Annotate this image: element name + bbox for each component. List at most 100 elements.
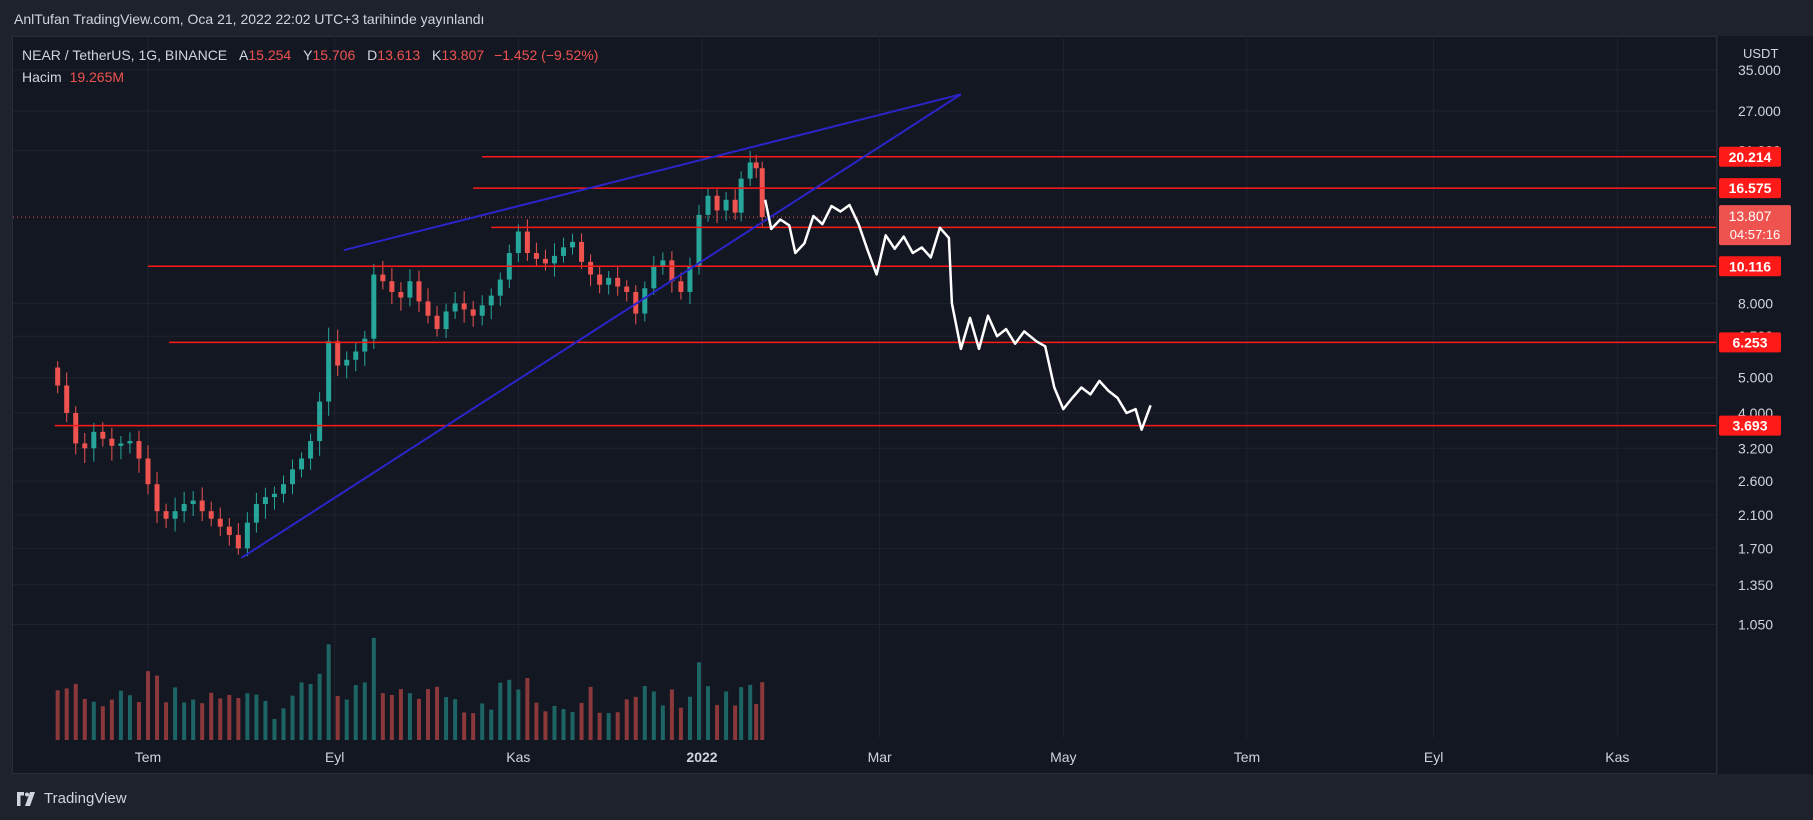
candle-body: [660, 260, 666, 267]
tradingview-brand[interactable]: TradingView: [14, 790, 127, 807]
time-tick-label: Eyl: [325, 749, 344, 765]
candle-body: [488, 295, 494, 306]
level-badge: [1719, 332, 1781, 353]
candle-body: [542, 258, 548, 264]
low-label: D: [367, 47, 378, 63]
volume-bar: [471, 713, 476, 740]
volume-bar: [416, 698, 421, 740]
volume-bar: [570, 711, 575, 740]
candle-body: [732, 199, 738, 213]
symbol-label[interactable]: NEAR / TetherUS, 1G, BINANCE: [22, 47, 228, 63]
volume-bar: [525, 678, 530, 740]
candle-body: [714, 195, 720, 211]
candle-body: [452, 303, 458, 312]
candle-body: [570, 241, 576, 248]
projection-line: [763, 199, 1152, 431]
volume-bar: [254, 694, 259, 740]
brand-name: TradingView: [44, 790, 127, 807]
candle-body: [73, 413, 79, 444]
volume-bar: [579, 702, 584, 740]
candle-body: [380, 274, 386, 282]
chart-pane[interactable]: [12, 36, 1717, 774]
volume-bar: [651, 691, 656, 740]
candle-body: [533, 253, 539, 259]
price-tick-label: 35.000: [1738, 62, 1781, 78]
change-value: −1.452 (−9.52%): [494, 47, 599, 63]
candle-body: [317, 401, 323, 442]
candle-body: [723, 199, 729, 211]
volume-bar: [552, 705, 557, 740]
volume-bar: [480, 703, 485, 740]
candle-body: [362, 338, 368, 352]
candle-body: [642, 288, 648, 314]
volume-bar: [642, 686, 647, 740]
candles: [55, 151, 765, 557]
level-badge: [1719, 178, 1781, 199]
volume-bar: [100, 706, 105, 740]
candle-body: [425, 301, 431, 316]
candle-body: [145, 458, 151, 485]
volume-bar: [218, 698, 223, 740]
volume-bar: [754, 704, 759, 740]
level-badge-label: 10.116: [1729, 258, 1771, 274]
candle-body: [678, 281, 684, 292]
volume-bar: [760, 682, 765, 740]
candle-body: [280, 484, 286, 494]
candle-body: [271, 493, 277, 498]
volume-bar: [426, 689, 431, 740]
candle-body: [389, 281, 395, 292]
candle-body: [551, 255, 557, 264]
candle-body: [461, 303, 467, 310]
volume-bar: [498, 682, 503, 740]
level-badge: [1719, 256, 1781, 277]
volume-bar: [462, 712, 467, 740]
volume-bar: [281, 708, 286, 740]
candle-body: [208, 511, 214, 519]
volume-bar: [748, 684, 753, 740]
candle-body: [738, 178, 744, 213]
candle-body: [687, 266, 693, 292]
volume-bar: [362, 682, 367, 740]
price-tick-label: 1.050: [1738, 617, 1773, 633]
candle-body: [127, 441, 133, 444]
volume-bar: [155, 675, 160, 740]
candle-body: [91, 431, 97, 449]
candle-body: [235, 534, 241, 549]
candle-body: [335, 341, 341, 366]
volume-bar: [543, 711, 548, 740]
volume-value: 19.265M: [69, 69, 125, 85]
ohlc-row: NEAR / TetherUS, 1G, BINANCE A15.254 Y15…: [22, 44, 598, 66]
volume-bar: [335, 695, 340, 740]
volume-bar: [534, 702, 539, 740]
candle-body: [344, 359, 350, 366]
candle-body: [515, 231, 521, 254]
volume-bar: [398, 689, 403, 740]
level-badge: [1719, 146, 1781, 167]
volume-bar: [55, 690, 60, 740]
volume-bar: [660, 705, 665, 740]
volume-bar: [407, 693, 412, 740]
trend-line: [240, 93, 962, 559]
volume-bar: [146, 671, 150, 740]
time-tick-label: Tem: [135, 749, 161, 765]
volume-bar: [353, 685, 358, 740]
volume-bar: [561, 708, 566, 740]
volume-bar: [182, 702, 187, 740]
candle-body: [588, 261, 594, 275]
volume-bar: [73, 683, 78, 740]
volume-bar: [706, 686, 711, 740]
volume-bar: [380, 693, 385, 740]
price-tick-label: 27.000: [1738, 103, 1781, 119]
volume-bar: [453, 699, 458, 740]
volume-bars: [55, 637, 765, 740]
projection-path: [763, 199, 1152, 431]
high-value: 15.706: [312, 47, 356, 63]
candle-body: [136, 441, 142, 459]
volume-bar: [597, 712, 602, 740]
candle-body: [470, 309, 476, 316]
volume-bar: [669, 689, 674, 740]
volume-bar: [263, 700, 268, 740]
time-tick-label: Tem: [1234, 749, 1260, 765]
price-tick-label: 2.100: [1738, 507, 1773, 523]
